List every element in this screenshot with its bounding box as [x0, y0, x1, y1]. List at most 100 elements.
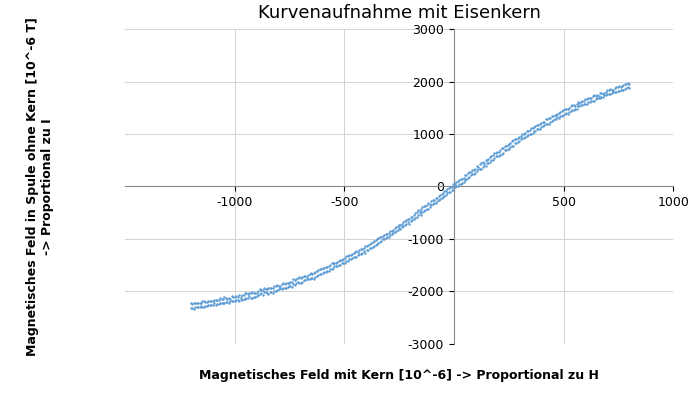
Point — [354, 250, 365, 257]
Point — [428, 201, 439, 207]
Point — [279, 285, 290, 291]
Point — [496, 150, 507, 157]
Point — [255, 290, 266, 297]
Point — [369, 238, 380, 244]
Point — [379, 232, 390, 238]
Point — [467, 171, 478, 177]
Point — [557, 108, 568, 114]
Point — [407, 213, 418, 220]
Point — [604, 86, 616, 93]
Point — [196, 300, 207, 307]
Point — [468, 171, 480, 177]
Point — [364, 240, 375, 247]
Point — [532, 125, 543, 132]
Point — [219, 300, 230, 307]
Point — [527, 125, 538, 132]
Point — [528, 124, 539, 130]
Point — [350, 248, 361, 255]
Point — [596, 90, 607, 97]
Point — [258, 285, 269, 292]
Point — [411, 214, 422, 220]
Point — [548, 117, 559, 124]
Point — [328, 264, 339, 271]
Point — [230, 297, 242, 304]
Point — [558, 107, 569, 114]
Point — [486, 157, 497, 163]
Point — [275, 283, 286, 290]
Point — [373, 240, 384, 246]
Point — [416, 212, 427, 218]
Point — [616, 83, 627, 89]
Point — [487, 157, 498, 163]
Point — [307, 270, 318, 277]
Point — [461, 176, 472, 183]
Point — [561, 109, 572, 116]
Point — [455, 176, 466, 183]
Point — [291, 276, 302, 283]
Point — [270, 283, 281, 290]
Point — [382, 233, 393, 240]
Point — [498, 145, 509, 151]
Point — [487, 152, 498, 158]
Point — [253, 292, 264, 298]
Point — [600, 88, 611, 95]
Point — [210, 297, 221, 303]
Point — [248, 293, 260, 300]
Point — [603, 91, 614, 98]
Point — [518, 135, 530, 142]
Point — [534, 121, 545, 127]
Point — [257, 291, 268, 298]
Point — [443, 188, 455, 195]
Point — [272, 282, 283, 288]
Point — [398, 219, 409, 225]
Point — [254, 291, 265, 298]
Point — [287, 278, 298, 285]
Point — [391, 228, 402, 235]
Point — [523, 128, 534, 134]
Point — [189, 304, 201, 310]
Point — [341, 253, 352, 260]
Point — [477, 159, 488, 166]
Point — [188, 305, 199, 312]
Point — [329, 263, 340, 270]
Point — [376, 238, 387, 245]
Point — [505, 140, 516, 146]
Point — [367, 244, 378, 251]
Point — [294, 279, 305, 286]
Point — [483, 156, 494, 163]
Point — [209, 297, 220, 303]
Point — [434, 195, 446, 202]
Point — [353, 248, 364, 255]
Point — [305, 275, 316, 282]
Point — [459, 172, 471, 179]
Point — [351, 253, 362, 260]
Point — [298, 277, 310, 283]
Point — [204, 298, 215, 305]
Point — [619, 80, 630, 87]
Point — [586, 94, 597, 101]
Point — [584, 99, 595, 106]
Point — [420, 203, 431, 210]
Point — [439, 192, 450, 199]
Point — [376, 234, 387, 241]
Point — [553, 110, 564, 116]
Point — [493, 148, 505, 155]
Point — [500, 142, 511, 149]
Point — [289, 277, 301, 283]
Point — [330, 263, 341, 269]
Point — [235, 296, 246, 303]
Point — [498, 150, 509, 156]
Point — [532, 122, 543, 128]
Point — [335, 257, 346, 264]
Point — [430, 194, 441, 201]
Point — [423, 205, 434, 212]
Point — [518, 131, 530, 137]
Point — [454, 176, 465, 183]
Point — [391, 224, 402, 231]
Point — [355, 250, 366, 257]
Point — [578, 98, 589, 104]
Point — [392, 226, 403, 233]
Point — [273, 286, 285, 292]
Point — [266, 285, 277, 291]
Point — [577, 102, 588, 109]
